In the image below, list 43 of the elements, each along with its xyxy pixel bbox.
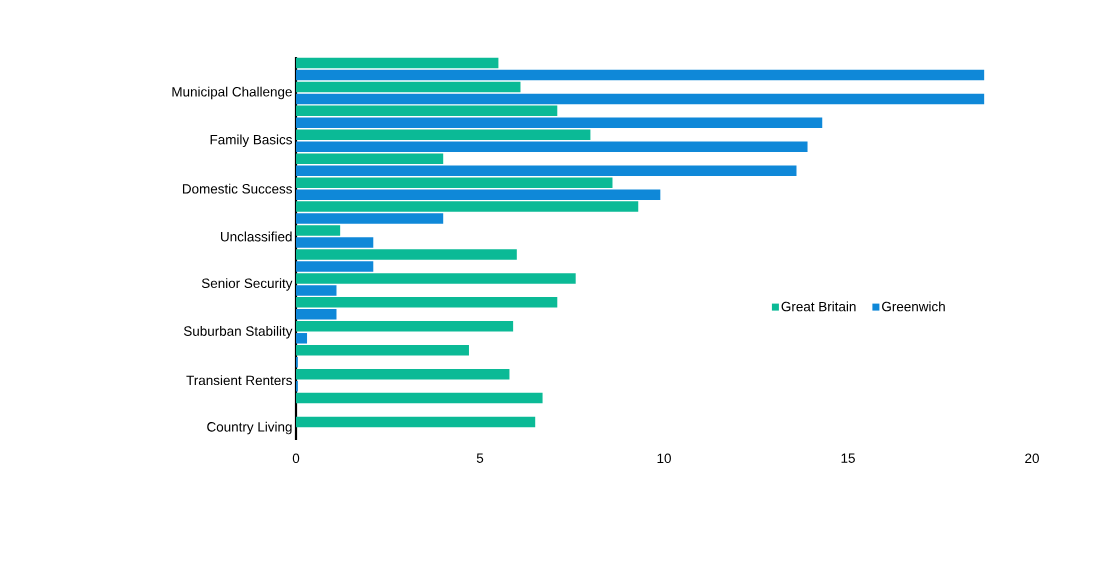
bar	[296, 129, 591, 141]
bar	[296, 213, 444, 224]
bar	[296, 285, 337, 296]
y-tick-label: Country Living	[207, 421, 292, 435]
bar	[296, 153, 444, 164]
x-tick-label: 20	[1025, 453, 1039, 464]
y-tick-label: Family Basics	[210, 134, 292, 148]
bar	[296, 165, 797, 176]
bar	[296, 177, 613, 188]
x-tick-label: 0	[292, 453, 300, 464]
bar	[296, 416, 536, 428]
bar	[296, 321, 514, 332]
bar	[296, 105, 558, 117]
bar	[296, 249, 517, 260]
bar	[296, 368, 510, 380]
y-tick-label: Municipal Challenge	[172, 86, 292, 100]
legend-label: Great Britain	[781, 301, 856, 312]
bar	[296, 93, 985, 105]
y-tick-label: Unclassified	[221, 231, 292, 242]
bar	[296, 81, 521, 93]
bar	[296, 237, 374, 248]
bar	[296, 189, 661, 200]
bar	[296, 333, 308, 344]
y-tick-label: Domestic Success	[182, 183, 292, 194]
bar	[296, 273, 576, 284]
legend-label: Greenwich	[882, 301, 945, 312]
bar	[296, 225, 341, 236]
y-tick-label: Suburban Stability	[183, 326, 293, 339]
bar	[296, 309, 337, 320]
bar	[296, 201, 639, 212]
bar	[296, 141, 808, 153]
y-tick-label: Transient Renters	[186, 375, 292, 386]
x-tick-label: 10	[657, 453, 671, 464]
y-tick-label: Senior Security	[201, 278, 293, 291]
x-tick-label: 15	[841, 453, 855, 463]
bar	[296, 117, 823, 129]
bar	[296, 392, 543, 404]
bar	[296, 69, 985, 81]
bar	[296, 261, 374, 272]
bar	[296, 344, 469, 356]
bar	[296, 297, 558, 308]
x-tick-label: 5	[476, 453, 484, 463]
bar	[296, 57, 499, 69]
